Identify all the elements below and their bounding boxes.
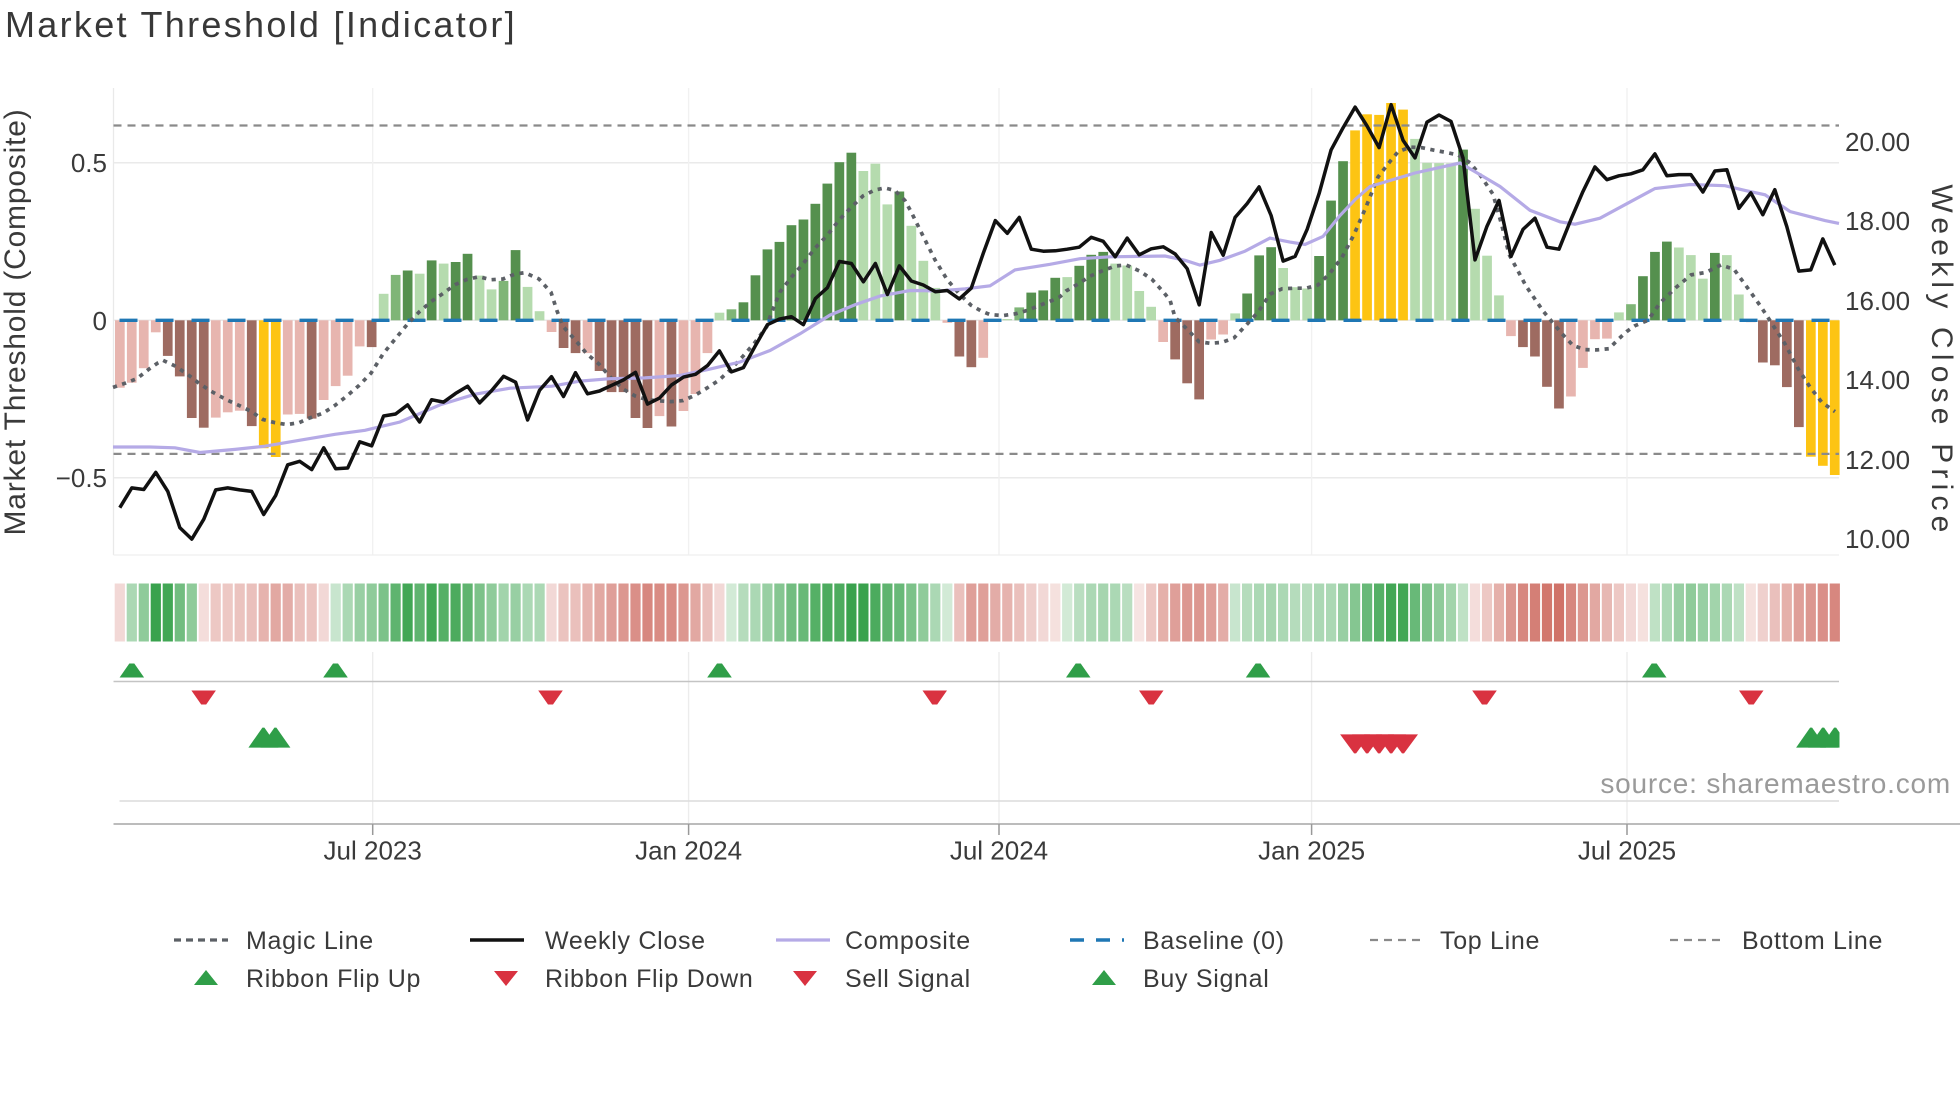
svg-text:12.00: 12.00 — [1845, 445, 1910, 475]
svg-text:Weekly Close: Weekly Close — [545, 927, 706, 955]
svg-text:Ribbon Flip Down: Ribbon Flip Down — [545, 965, 754, 993]
svg-text:Jul 2023: Jul 2023 — [324, 836, 422, 866]
svg-text:18.00: 18.00 — [1845, 206, 1910, 236]
svg-text:Composite: Composite — [845, 927, 971, 955]
svg-text:Jul 2025: Jul 2025 — [1578, 836, 1676, 866]
svg-text:Magic Line: Magic Line — [246, 927, 374, 955]
svg-text:14.00: 14.00 — [1845, 365, 1910, 395]
svg-text:Jan 2025: Jan 2025 — [1258, 836, 1365, 866]
svg-text:Sell Signal: Sell Signal — [845, 965, 971, 993]
svg-text:0: 0 — [93, 306, 107, 336]
svg-text:Jan 2024: Jan 2024 — [635, 836, 742, 866]
svg-text:Top Line: Top Line — [1440, 927, 1540, 955]
svg-text:20.00: 20.00 — [1845, 127, 1910, 157]
svg-text:16.00: 16.00 — [1845, 286, 1910, 316]
svg-text:Weekly Close Price: Weekly Close Price — [1925, 184, 1958, 537]
svg-text:10.00: 10.00 — [1845, 524, 1910, 554]
svg-text:Jul 2024: Jul 2024 — [950, 836, 1048, 866]
svg-text:source: sharemaestro.com: source: sharemaestro.com — [1600, 768, 1951, 799]
svg-text:−0.5: −0.5 — [56, 463, 107, 493]
svg-text:Market Threshold [Indicator]: Market Threshold [Indicator] — [5, 4, 517, 45]
svg-text:Baseline (0): Baseline (0) — [1143, 927, 1285, 955]
svg-text:Ribbon Flip Up: Ribbon Flip Up — [246, 965, 421, 993]
svg-text:Buy Signal: Buy Signal — [1143, 965, 1270, 993]
svg-text:Bottom Line: Bottom Line — [1742, 927, 1883, 955]
svg-text:Market Threshold (Composite): Market Threshold (Composite) — [0, 109, 32, 536]
svg-text:0.5: 0.5 — [71, 148, 107, 178]
